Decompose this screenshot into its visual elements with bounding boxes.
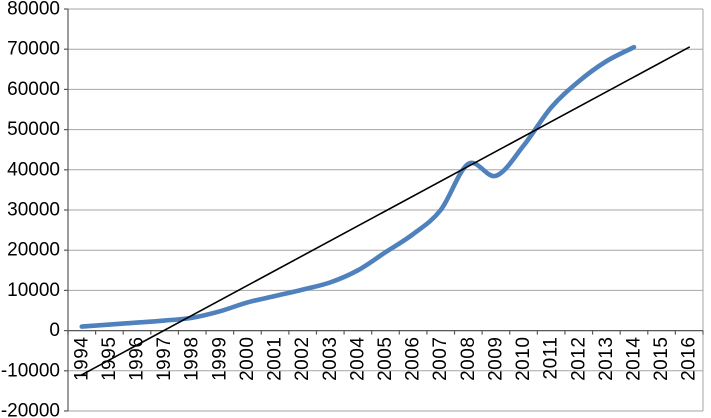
- y-tick-label: 50000: [7, 119, 60, 140]
- x-tick-label: 1996: [127, 337, 148, 381]
- x-tick-label: 2014: [623, 337, 644, 381]
- y-tick-label: -10000: [1, 360, 60, 381]
- x-tick-label: 2005: [375, 337, 396, 381]
- y-tick-label: 20000: [7, 240, 60, 261]
- x-tick-label: 2010: [513, 337, 534, 381]
- linear-trendline-line: [81, 46, 690, 376]
- x-tick-label: 2002: [292, 337, 313, 381]
- x-tick-label: 2013: [596, 337, 617, 381]
- x-tick-label: 2000: [237, 337, 258, 381]
- x-tick-label: 2009: [485, 337, 506, 381]
- x-tick-label: 2008: [458, 337, 479, 381]
- y-tick-label: 30000: [7, 200, 60, 221]
- x-tick-label: 2003: [320, 337, 341, 381]
- x-tick-label: 2016: [679, 337, 700, 381]
- y-tick-label: 70000: [7, 39, 60, 60]
- x-tick-label: 1998: [182, 337, 203, 381]
- x-tick-label: 2007: [430, 337, 451, 381]
- x-tick-label: 2006: [403, 337, 424, 381]
- x-tick-label: 2012: [568, 337, 589, 381]
- x-tick-label: 1997: [154, 337, 175, 381]
- x-tick-label: 1995: [99, 337, 120, 381]
- data-series-line: [79, 44, 637, 329]
- x-tick-label: 1999: [209, 337, 230, 381]
- y-tick-label: -20000: [1, 401, 60, 418]
- y-tick-label: 40000: [7, 159, 60, 180]
- x-tick-label: 1994: [71, 337, 92, 381]
- y-tick-label: 0: [49, 320, 60, 341]
- x-tick-label: 2001: [265, 337, 286, 381]
- y-tick-label: 80000: [7, 0, 60, 20]
- y-tick-label: 60000: [7, 79, 60, 100]
- x-tick-label: 2011: [541, 337, 562, 380]
- y-tick-label: 10000: [7, 280, 60, 301]
- x-tick-label: 2015: [651, 337, 672, 381]
- x-tick-label: 2004: [347, 337, 368, 381]
